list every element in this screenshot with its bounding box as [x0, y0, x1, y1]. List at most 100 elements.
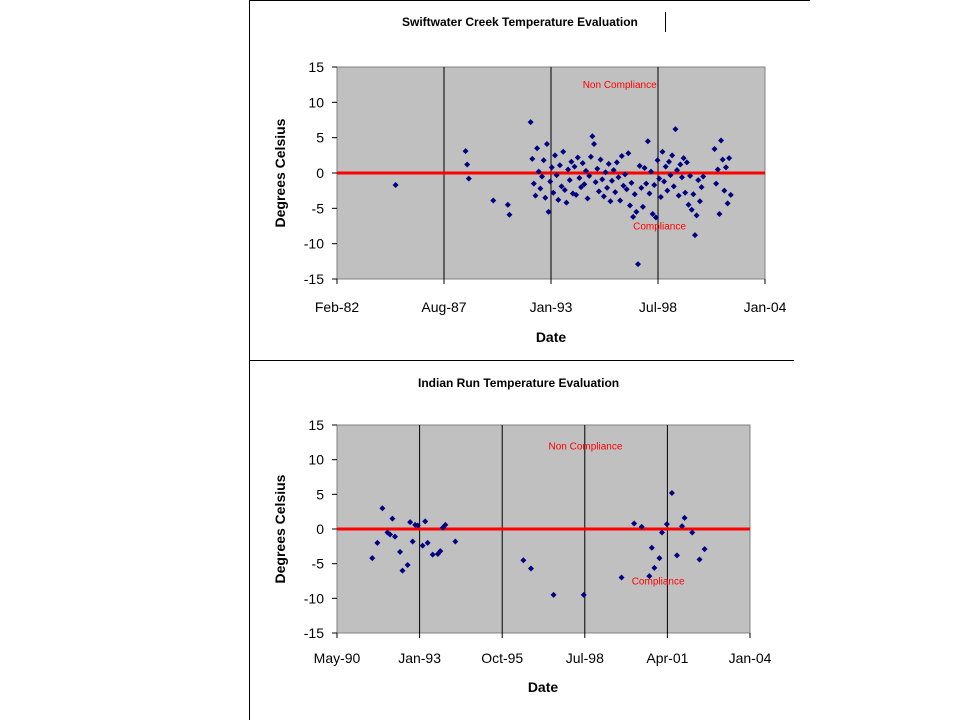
- swiftwater-data-point: [615, 174, 622, 181]
- swiftwater-data-point: [560, 148, 567, 155]
- swiftwater-data-point: [532, 192, 539, 199]
- swiftwater-data-point: [605, 160, 612, 167]
- swiftwater-data-point: [700, 173, 707, 180]
- swiftwater-x-tick-label: Jan-93: [530, 299, 573, 315]
- swiftwater-data-point: [622, 171, 629, 178]
- swiftwater-data-point: [600, 193, 607, 200]
- swiftwater-x-axis-label: Date: [536, 329, 567, 345]
- indian-run-data-point: [679, 523, 686, 530]
- swiftwater-data-point: [674, 167, 681, 174]
- swiftwater-data-point: [582, 167, 589, 174]
- indian-run-y-tick-label: -5: [312, 556, 325, 572]
- swiftwater-data-point: [680, 155, 687, 162]
- swiftwater-data-point: [695, 177, 702, 184]
- swiftwater-data-point: [392, 182, 399, 189]
- swiftwater-data-point: [633, 208, 640, 215]
- indian-run-data-point: [681, 514, 688, 521]
- swiftwater-data-point: [592, 179, 599, 186]
- swiftwater-y-tick-label: -5: [312, 200, 325, 216]
- swiftwater-data-point: [537, 185, 544, 192]
- indian-run-data-point: [651, 564, 658, 571]
- swiftwater-data-point: [553, 172, 560, 179]
- swiftwater-data-point: [625, 150, 632, 157]
- swiftwater-data-point: [465, 175, 472, 182]
- swiftwater-data-point: [636, 162, 643, 169]
- swiftwater-data-point: [581, 181, 588, 188]
- swiftwater-y-tick-label: -15: [304, 271, 324, 287]
- indian-run-data-point: [437, 548, 444, 555]
- swiftwater-y-tick-label: 5: [316, 130, 324, 146]
- swiftwater-y-tick-label: 10: [308, 94, 324, 110]
- swiftwater-data-point: [678, 174, 685, 181]
- swiftwater-data-point: [550, 189, 557, 196]
- swiftwater-data-point: [599, 176, 606, 183]
- swiftwater-data-point: [563, 199, 570, 206]
- swiftwater-data-point: [654, 157, 661, 164]
- indian-run-data-point: [404, 562, 411, 569]
- indian-run-data-point: [379, 505, 386, 512]
- swiftwater-data-point: [568, 158, 575, 165]
- swiftwater-data-point: [571, 163, 578, 170]
- swiftwater-data-point: [628, 179, 635, 186]
- swiftwater-data-point: [677, 161, 684, 168]
- indian-run-x-axis-label: Date: [528, 679, 559, 695]
- swiftwater-data-point: [602, 169, 609, 176]
- indian-run-data-point: [374, 539, 381, 546]
- swiftwater-data-point: [719, 156, 726, 163]
- indian-run-data-point: [520, 557, 527, 564]
- swiftwater-x-tick-label: Feb-82: [315, 299, 360, 315]
- indian-run-data-point: [414, 522, 421, 529]
- swiftwater-data-point: [672, 126, 679, 133]
- swiftwater-data-point: [657, 194, 664, 201]
- swiftwater-data-point: [727, 191, 734, 198]
- indian-run-data-point: [429, 551, 436, 558]
- swiftwater-data-point: [718, 137, 725, 144]
- swiftwater-data-point: [711, 145, 718, 152]
- swiftwater-data-point: [618, 153, 625, 160]
- swiftwater-data-point: [643, 180, 650, 187]
- indian-run-data-point: [689, 529, 696, 536]
- swiftwater-data-point: [586, 172, 593, 179]
- swiftwater-data-point: [716, 210, 723, 217]
- swiftwater-data-point: [714, 166, 721, 173]
- swiftwater-data-point: [534, 145, 541, 152]
- swiftwater-data-point: [584, 195, 591, 202]
- indian-run-y-axis-label: Degrees Celsius: [272, 474, 288, 583]
- top-border-line: [250, 0, 810, 1]
- swiftwater-data-point: [690, 191, 697, 198]
- swiftwater-data-point: [490, 197, 497, 204]
- swiftwater-data-point: [535, 168, 542, 175]
- indian-run-annotation: Non Compliance: [549, 441, 623, 452]
- swiftwater-data-point: [576, 174, 583, 181]
- swiftwater-data-point: [641, 165, 648, 172]
- swiftwater-data-point: [687, 172, 694, 179]
- swiftwater-data-point: [652, 214, 659, 221]
- swiftwater-data-point: [566, 177, 573, 184]
- indian-run-data-point: [550, 591, 557, 598]
- swiftwater-data-point: [682, 189, 689, 196]
- swiftwater-data-point: [656, 175, 663, 182]
- swiftwater-data-point: [688, 206, 695, 213]
- indian-run-data-point: [663, 521, 670, 528]
- swiftwater-data-point: [604, 184, 611, 191]
- swiftwater-data-point: [659, 148, 666, 155]
- swiftwater-data-point: [565, 166, 572, 173]
- indian-run-data-point: [389, 515, 396, 522]
- chart-title-swiftwater: Swiftwater Creek Temperature Evaluation: [402, 15, 638, 29]
- indian-run-x-tick-label: Jan-04: [729, 650, 772, 666]
- indian-run-data-point: [397, 548, 404, 555]
- swiftwater-data-point: [594, 165, 601, 172]
- indian-run-data-point: [580, 591, 587, 598]
- indian-run-data-point: [527, 565, 534, 572]
- swiftwater-data-point: [612, 189, 619, 196]
- swiftwater-data-point: [591, 141, 598, 148]
- swiftwater-y-axis-label: Degrees Celsius: [272, 118, 288, 227]
- chart-title-indian-run: Indian Run Temperature Evaluation: [418, 376, 620, 390]
- swiftwater-data-point: [597, 156, 604, 163]
- indian-run-data-point: [646, 573, 653, 580]
- swiftwater-data-point: [726, 155, 733, 162]
- swiftwater-data-point: [664, 187, 671, 194]
- swiftwater-data-point: [556, 162, 563, 169]
- swiftwater-data-point: [639, 203, 646, 210]
